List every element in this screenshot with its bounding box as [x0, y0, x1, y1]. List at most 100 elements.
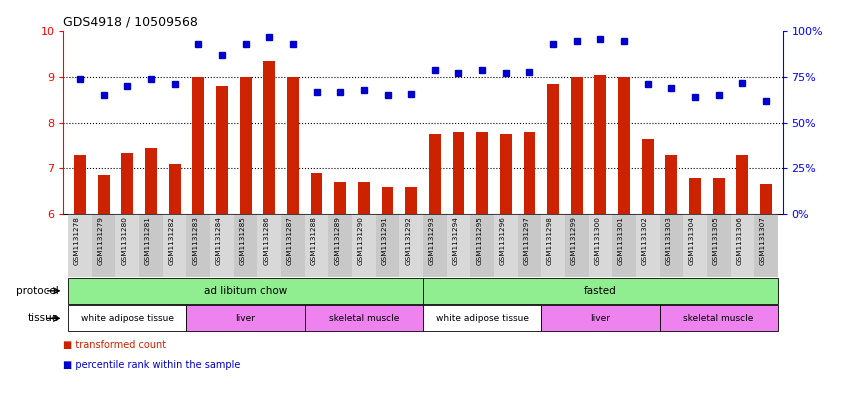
- Bar: [642, 139, 654, 214]
- Bar: [69, 278, 423, 304]
- Bar: [494, 214, 518, 277]
- Bar: [500, 134, 512, 214]
- Bar: [376, 214, 399, 277]
- Text: white adipose tissue: white adipose tissue: [81, 314, 173, 323]
- Text: GSM1131286: GSM1131286: [263, 216, 269, 265]
- Bar: [666, 155, 678, 214]
- Bar: [423, 214, 447, 277]
- Bar: [760, 184, 772, 214]
- Text: GSM1131290: GSM1131290: [358, 216, 364, 265]
- Text: GSM1131280: GSM1131280: [121, 216, 127, 265]
- Bar: [92, 214, 116, 277]
- Bar: [565, 214, 589, 277]
- Text: GSM1131281: GSM1131281: [145, 216, 151, 265]
- Text: GSM1131297: GSM1131297: [524, 216, 530, 265]
- Bar: [447, 214, 470, 277]
- Bar: [399, 214, 423, 277]
- Bar: [352, 214, 376, 277]
- Bar: [186, 214, 210, 277]
- Bar: [74, 155, 86, 214]
- Bar: [168, 164, 180, 214]
- Bar: [541, 305, 660, 331]
- Bar: [139, 214, 162, 277]
- Text: liver: liver: [235, 314, 255, 323]
- Text: skeletal muscle: skeletal muscle: [684, 314, 754, 323]
- Bar: [305, 214, 328, 277]
- Text: GSM1131292: GSM1131292: [405, 216, 411, 265]
- Bar: [145, 148, 157, 214]
- Bar: [589, 214, 613, 277]
- Bar: [122, 152, 133, 214]
- Text: GSM1131282: GSM1131282: [168, 216, 174, 265]
- Text: GSM1131301: GSM1131301: [618, 216, 624, 265]
- Text: GSM1131283: GSM1131283: [192, 216, 198, 265]
- Text: ■ percentile rank within the sample: ■ percentile rank within the sample: [63, 360, 241, 369]
- Bar: [257, 214, 281, 277]
- Bar: [541, 214, 565, 277]
- Text: skeletal muscle: skeletal muscle: [329, 314, 399, 323]
- Bar: [595, 75, 607, 214]
- Bar: [730, 214, 754, 277]
- Bar: [186, 305, 305, 331]
- Bar: [453, 132, 464, 214]
- Text: protocol: protocol: [16, 286, 59, 296]
- Text: GSM1131302: GSM1131302: [642, 216, 648, 265]
- Text: ■ transformed count: ■ transformed count: [63, 340, 167, 350]
- Text: GSM1131288: GSM1131288: [310, 216, 316, 265]
- Text: GSM1131295: GSM1131295: [476, 216, 482, 265]
- Text: fasted: fasted: [584, 286, 617, 296]
- Text: GSM1131289: GSM1131289: [334, 216, 340, 265]
- Text: GSM1131307: GSM1131307: [760, 216, 766, 265]
- Bar: [636, 214, 660, 277]
- Text: GSM1131278: GSM1131278: [74, 216, 80, 265]
- Bar: [98, 175, 110, 214]
- Text: white adipose tissue: white adipose tissue: [436, 314, 529, 323]
- Text: GSM1131300: GSM1131300: [595, 216, 601, 265]
- Text: GDS4918 / 10509568: GDS4918 / 10509568: [63, 16, 198, 29]
- Text: GSM1131305: GSM1131305: [712, 216, 719, 265]
- Bar: [736, 155, 748, 214]
- Text: GSM1131279: GSM1131279: [97, 216, 104, 265]
- Bar: [216, 86, 228, 214]
- Bar: [707, 214, 730, 277]
- Bar: [358, 182, 370, 214]
- Bar: [287, 77, 299, 214]
- Bar: [69, 305, 186, 331]
- Text: GSM1131299: GSM1131299: [571, 216, 577, 265]
- Bar: [547, 84, 559, 214]
- Text: GSM1131304: GSM1131304: [689, 216, 695, 265]
- Text: GSM1131287: GSM1131287: [287, 216, 293, 265]
- Text: GSM1131306: GSM1131306: [736, 216, 742, 265]
- Bar: [382, 187, 393, 214]
- Bar: [684, 214, 707, 277]
- Bar: [713, 178, 724, 214]
- Bar: [754, 214, 777, 277]
- Text: ad libitum chow: ad libitum chow: [204, 286, 287, 296]
- Bar: [405, 187, 417, 214]
- Bar: [116, 214, 139, 277]
- Bar: [429, 134, 441, 214]
- Bar: [518, 214, 541, 277]
- Text: GSM1131284: GSM1131284: [216, 216, 222, 265]
- Bar: [660, 214, 684, 277]
- Bar: [571, 77, 583, 214]
- Bar: [192, 77, 204, 214]
- Text: GSM1131298: GSM1131298: [547, 216, 553, 265]
- Bar: [689, 178, 701, 214]
- Text: GSM1131303: GSM1131303: [665, 216, 672, 265]
- Bar: [239, 77, 251, 214]
- Bar: [476, 132, 488, 214]
- Bar: [210, 214, 233, 277]
- Bar: [162, 214, 186, 277]
- Text: GSM1131291: GSM1131291: [382, 216, 387, 265]
- Bar: [470, 214, 494, 277]
- Bar: [423, 305, 541, 331]
- Bar: [305, 305, 423, 331]
- Bar: [233, 214, 257, 277]
- Bar: [334, 182, 346, 214]
- Bar: [263, 61, 275, 214]
- Text: liver: liver: [591, 314, 611, 323]
- Bar: [423, 278, 777, 304]
- Text: GSM1131285: GSM1131285: [239, 216, 245, 265]
- Text: tissue: tissue: [28, 313, 59, 323]
